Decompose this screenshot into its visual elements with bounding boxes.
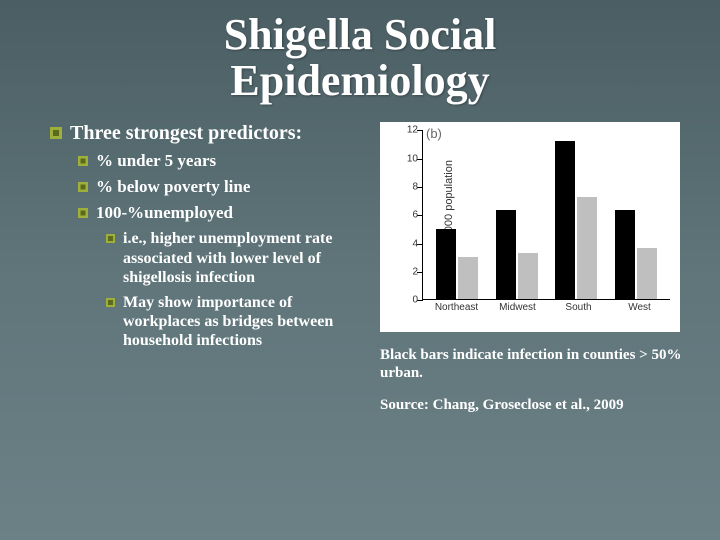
chart-yticklabel: 0 xyxy=(412,295,418,306)
chart-xlabel: Northeast xyxy=(426,302,487,313)
bar-chart: (b) Cases / 100 000 population 024681012… xyxy=(380,122,680,332)
bullet-icon xyxy=(78,208,88,218)
title-line-1: Shigella Social xyxy=(0,12,720,58)
content-area: Three strongest predictors: % under 5 ye… xyxy=(0,104,720,414)
chart-yticklabel: 6 xyxy=(412,210,418,221)
chart-bar-group xyxy=(496,210,538,299)
bullet-icon xyxy=(78,182,88,192)
chart-yticklabel: 8 xyxy=(412,182,418,193)
bullet-icon xyxy=(106,234,115,243)
chart-xlabel: Midwest xyxy=(487,302,548,313)
predictors-heading-row: Three strongest predictors: xyxy=(50,122,370,145)
chart-xlabel: West xyxy=(609,302,670,313)
bullet-icon xyxy=(78,156,88,166)
predictor-text: 100-%unemployed xyxy=(96,203,233,223)
chart-bars xyxy=(423,130,670,299)
bullet-icon xyxy=(106,298,115,307)
chart-bar xyxy=(615,210,635,299)
list-item: % below poverty line xyxy=(78,177,370,197)
chart-plot-area: 024681012 xyxy=(422,130,670,300)
chart-yticklabel: 12 xyxy=(407,125,418,136)
chart-xlabel: South xyxy=(548,302,609,313)
chart-bar-group xyxy=(615,210,657,299)
chart-bar xyxy=(436,229,456,300)
slide-title: Shigella Social Epidemiology xyxy=(0,0,720,104)
predictors-heading: Three strongest predictors: xyxy=(70,122,302,145)
chart-yticklabel: 4 xyxy=(412,238,418,249)
chart-bar xyxy=(577,197,597,299)
chart-bar-group xyxy=(555,141,597,300)
list-item: 100-%unemployed xyxy=(78,203,370,223)
chart-bar-group xyxy=(436,229,478,300)
chart-yticklabel: 2 xyxy=(412,267,418,278)
chart-bar xyxy=(458,257,478,300)
chart-bar xyxy=(496,210,516,299)
list-item: May show importance of workplaces as bri… xyxy=(106,293,370,351)
chart-bar xyxy=(555,141,575,300)
list-item: i.e., higher unemployment rate associate… xyxy=(106,229,370,287)
chart-xlabels: NortheastMidwestSouthWest xyxy=(422,300,674,313)
chart-bar xyxy=(637,248,657,299)
chart-yticklabel: 10 xyxy=(407,153,418,164)
title-line-2: Epidemiology xyxy=(0,58,720,104)
bullet-icon xyxy=(50,127,62,139)
predictor-text: % below poverty line xyxy=(96,177,250,197)
chart-source: Source: Chang, Groseclose et al., 2009 xyxy=(380,396,690,414)
text-column: Three strongest predictors: % under 5 ye… xyxy=(50,122,380,414)
chart-caption: Black bars indicate infection in countie… xyxy=(380,346,690,382)
chart-bar xyxy=(518,253,538,300)
subpoint-text: May show importance of workplaces as bri… xyxy=(123,293,370,351)
chart-column: (b) Cases / 100 000 population 024681012… xyxy=(380,122,690,414)
predictor-text: % under 5 years xyxy=(96,151,216,171)
subpoint-text: i.e., higher unemployment rate associate… xyxy=(123,229,370,287)
list-item: % under 5 years xyxy=(78,151,370,171)
